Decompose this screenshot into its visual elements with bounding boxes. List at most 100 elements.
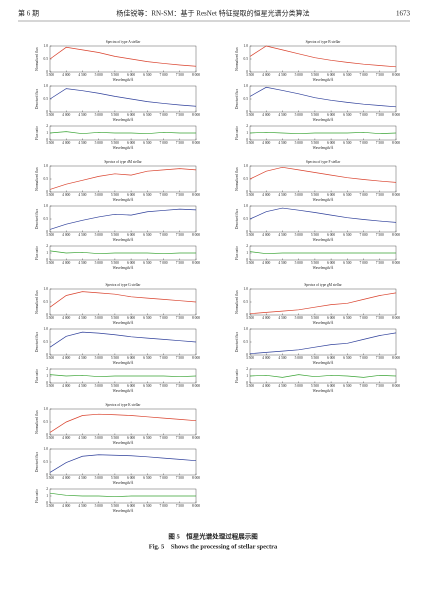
y-tick-label: 1.0 (44, 327, 49, 331)
x-tick-label: 7 500 (176, 113, 184, 117)
x-axis-label: Wavelength/Å (113, 388, 134, 393)
x-tick-label: 3 500 (246, 316, 254, 320)
x-tick-label: 5 000 (95, 476, 103, 480)
x-tick-label: 7 500 (176, 356, 184, 360)
x-axis-label: Wavelength/Å (113, 117, 134, 122)
page-number: 1673 (396, 10, 411, 18)
x-tick-label: 6 500 (143, 261, 151, 265)
plot-frame (249, 288, 397, 316)
x-axis-label: Wavelength/Å (313, 265, 334, 270)
x-tick-label: 5 500 (111, 261, 119, 265)
x-tick-label: 6 500 (343, 261, 351, 265)
x-axis-label: Wavelength/Å (113, 508, 134, 513)
x-tick-label: 7 000 (160, 504, 168, 508)
y-axis-label: Flux ratio (235, 126, 239, 140)
x-axis-label: Wavelength/Å (113, 480, 134, 485)
x-tick-label: 3 500 (46, 141, 54, 145)
x-tick-label: 6 000 (327, 261, 335, 265)
x-tick-label: 7 500 (176, 141, 184, 145)
x-tick-label: 6 500 (143, 193, 151, 197)
spectrum-line (249, 251, 396, 255)
x-tick-label: 7 500 (376, 193, 384, 197)
x-tick-label: 7 000 (160, 141, 168, 145)
x-tick-label: 4 000 (62, 113, 70, 117)
y-tick-label: 1.0 (44, 44, 49, 48)
x-tick-label: 5 000 (95, 193, 103, 197)
x-axis-label: Wavelength/Å (113, 360, 134, 365)
x-tick-label: 6 500 (343, 73, 351, 77)
x-tick-label: 3 500 (46, 193, 54, 197)
x-tick-label: 6 000 (327, 233, 335, 237)
x-tick-label: 5 500 (111, 384, 119, 388)
y-tick-label: 0 (246, 190, 248, 194)
y-axis-label: Normalized flux (35, 167, 39, 191)
x-tick-label: 5 000 (95, 356, 103, 360)
x-tick-label: 4 500 (278, 233, 286, 237)
x-tick-label: 4 000 (262, 233, 270, 237)
spectrum-line (49, 492, 196, 498)
y-axis-label: Flux ratio (35, 369, 39, 383)
spectrum-line (49, 413, 197, 433)
x-axis-label: Wavelength/Å (113, 145, 134, 150)
x-tick-label: 8 000 (192, 233, 200, 237)
x-tick-label: 3 500 (46, 356, 54, 360)
x-tick-label: 4 500 (78, 261, 86, 265)
x-axis-label: Wavelength/Å (113, 320, 134, 325)
y-axis-label: Flux ratio (35, 126, 39, 140)
y-tick-label: 1 (246, 131, 248, 135)
plot-frame (49, 408, 197, 436)
x-tick-label: 6 500 (343, 384, 351, 388)
x-tick-label: 6 000 (127, 73, 135, 77)
y-tick-label: 1.0 (44, 164, 49, 168)
spectrum-line (249, 131, 397, 135)
x-tick-label: 5 000 (295, 73, 303, 77)
spectrum-line (249, 374, 397, 378)
x-tick-label: 5 500 (111, 316, 119, 320)
x-tick-label: 7 500 (376, 261, 384, 265)
x-axis-label: Wavelength/Å (313, 388, 334, 393)
x-tick-label: 7 000 (160, 113, 168, 117)
y-axis-label: Flux ratio (35, 246, 39, 260)
y-axis-label: Denoised flux (35, 332, 39, 352)
x-tick-label: 3 500 (46, 73, 54, 77)
y-tick-label: 0 (46, 381, 48, 385)
spectrum-line (49, 291, 197, 308)
x-tick-label: 8 000 (192, 261, 200, 265)
panel-title: Spectra of type dM stellar (104, 160, 142, 164)
y-axis-label: Normalized flux (235, 47, 239, 71)
x-tick-label: 6 500 (343, 356, 351, 360)
x-tick-label: 6 000 (127, 504, 135, 508)
x-tick-label: 6 000 (127, 476, 135, 480)
x-tick-label: 5 500 (111, 141, 119, 145)
y-axis-label: Denoised flux (235, 332, 239, 352)
y-tick-label: 1.0 (244, 327, 249, 331)
y-tick-label: 1 (46, 494, 48, 498)
x-tick-label: 8 000 (392, 141, 400, 145)
y-tick-label: 0.5 (44, 217, 49, 221)
x-tick-label: 7 500 (176, 384, 184, 388)
y-tick-label: 1 (46, 374, 48, 378)
x-tick-label: 6 000 (127, 261, 135, 265)
y-tick-label: 0 (46, 433, 48, 437)
x-tick-label: 5 500 (311, 113, 319, 117)
x-tick-label: 3 500 (46, 504, 54, 508)
caption-en: Fig. 5 Shows the processing of stellar s… (149, 543, 278, 550)
x-tick-label: 5 000 (95, 316, 103, 320)
x-tick-label: 8 000 (392, 233, 400, 237)
x-tick-label: 5 500 (311, 356, 319, 360)
y-tick-label: 1.0 (44, 204, 49, 208)
y-axis-label: Denoised flux (35, 209, 39, 229)
plot-frame (49, 45, 197, 73)
spectrum-line (49, 250, 196, 255)
x-axis-label: Wavelength/Å (113, 440, 134, 445)
y-tick-label: 2 (46, 367, 48, 371)
x-tick-label: 3 500 (246, 356, 254, 360)
x-tick-label: 4 000 (62, 233, 70, 237)
x-tick-label: 4 000 (62, 356, 70, 360)
x-tick-label: 4 500 (78, 436, 86, 440)
x-tick-label: 6 500 (143, 356, 151, 360)
x-tick-label: 5 500 (311, 261, 319, 265)
x-tick-label: 4 500 (78, 73, 86, 77)
x-tick-label: 8 000 (192, 141, 200, 145)
x-tick-label: 7 500 (376, 233, 384, 237)
